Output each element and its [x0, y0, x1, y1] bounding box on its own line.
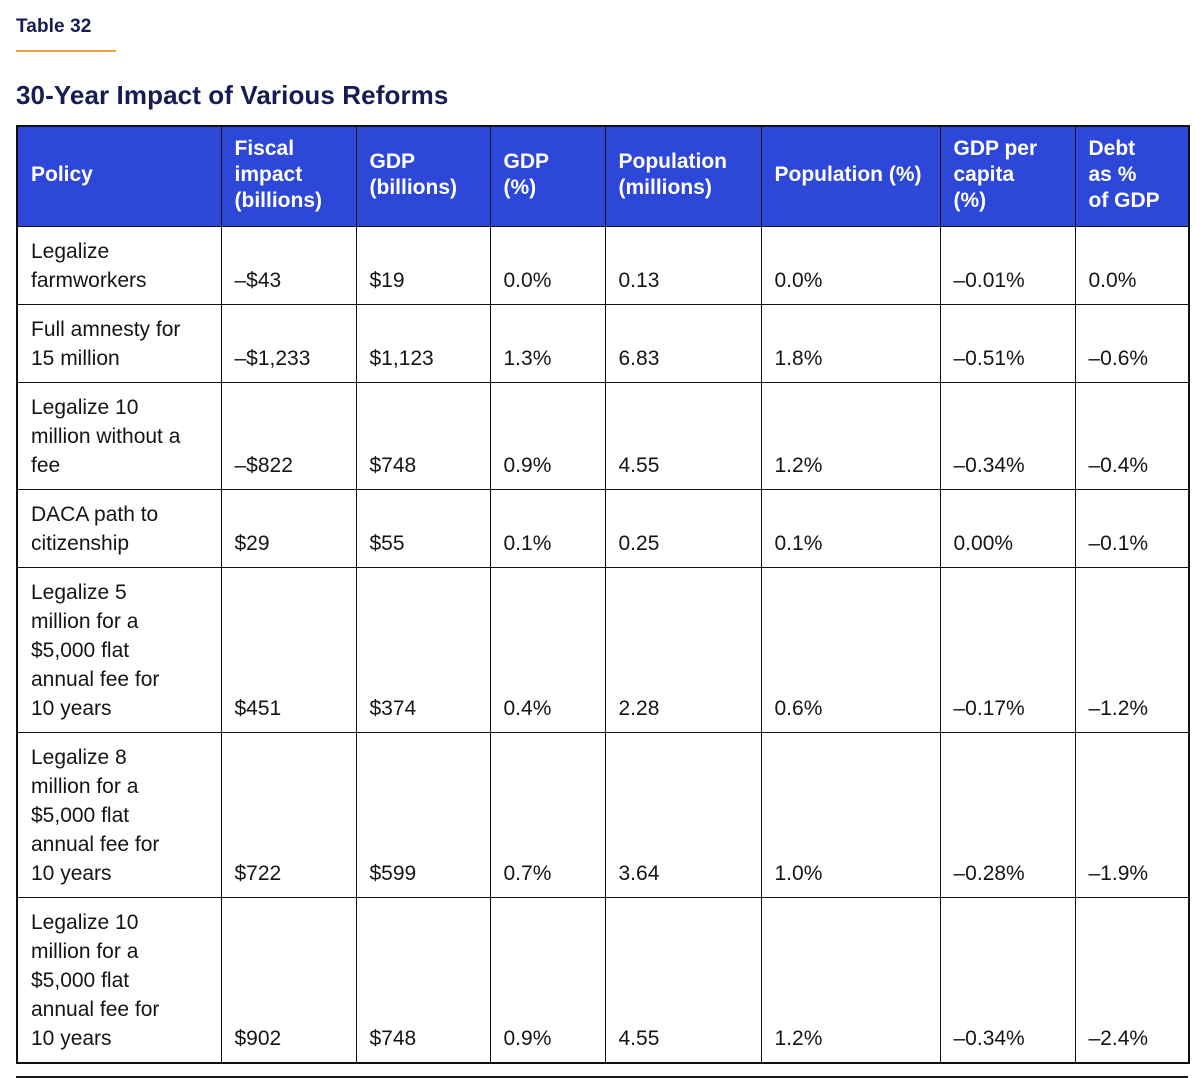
cell-population-percent: 0.1% [760, 488, 941, 568]
cell-population-percent: 1.0% [760, 731, 941, 898]
cell-gdp-per-capita: –0.34% [939, 896, 1076, 1063]
cell-policy: DACA path to citizenship [16, 488, 222, 568]
column-header-debt-percent-gdp: Debt as % of GDP [1074, 125, 1190, 227]
cell-debt-percent-gdp: –0.6% [1074, 303, 1190, 383]
cell-population-millions: 3.64 [604, 731, 762, 898]
bottom-rule [16, 1075, 1188, 1078]
table-number-label: Table 32 [16, 16, 92, 37]
cell-population-percent: 0.6% [760, 566, 941, 733]
cell-gdp-billions: $1,123 [355, 303, 491, 383]
cell-gdp-billions: $748 [355, 896, 491, 1063]
cell-gdp-percent: 0.0% [489, 225, 606, 305]
cell-gdp-per-capita: 0.00% [939, 488, 1076, 568]
cell-gdp-per-capita: –0.51% [939, 303, 1076, 383]
cell-gdp-per-capita: –0.01% [939, 225, 1076, 305]
cell-fiscal-impact: –$43 [220, 225, 357, 305]
cell-debt-percent-gdp: –0.1% [1074, 488, 1190, 568]
cell-population-percent: 0.0% [760, 225, 941, 305]
cell-policy: Legalize 8 million for a $5,000 flat ann… [16, 731, 222, 898]
cell-gdp-percent: 0.9% [489, 896, 606, 1063]
cell-gdp-per-capita: –0.17% [939, 566, 1076, 733]
cell-population-millions: 6.83 [604, 303, 762, 383]
accent-rule [16, 50, 116, 52]
cell-gdp-per-capita: –0.28% [939, 731, 1076, 898]
cell-population-millions: 0.13 [604, 225, 762, 305]
cell-population-percent: 1.8% [760, 303, 941, 383]
cell-gdp-percent: 0.4% [489, 566, 606, 733]
cell-population-percent: 1.2% [760, 381, 941, 490]
cell-fiscal-impact: $451 [220, 566, 357, 733]
table-row: Legalize 10 million without a fee –$822 … [16, 381, 1190, 490]
table-row: Legalize 10 million for a $5,000 flat an… [16, 896, 1190, 1063]
column-header-gdp-billions: GDP (billions) [355, 125, 491, 227]
cell-gdp-percent: 0.1% [489, 488, 606, 568]
cell-gdp-percent: 0.7% [489, 731, 606, 898]
table-title: 30-Year Impact of Various Reforms [16, 80, 449, 110]
cell-debt-percent-gdp: –2.4% [1074, 896, 1190, 1063]
cell-population-millions: 4.55 [604, 896, 762, 1063]
cell-fiscal-impact: $29 [220, 488, 357, 568]
cell-policy: Legalize farmworkers [16, 225, 222, 305]
column-header-population-percent: Population (%) [760, 125, 941, 227]
column-header-gdp-per-capita: GDP per capita (%) [939, 125, 1076, 227]
cell-policy: Legalize 10 million for a $5,000 flat an… [16, 896, 222, 1063]
cell-gdp-percent: 0.9% [489, 381, 606, 490]
column-header-gdp-percent: GDP (%) [489, 125, 606, 227]
cell-gdp-percent: 1.3% [489, 303, 606, 383]
column-header-population-millions: Population (millions) [604, 125, 762, 227]
cell-fiscal-impact: $722 [220, 731, 357, 898]
table-row: DACA path to citizenship $29 $55 0.1% 0.… [16, 488, 1190, 568]
table-row: Legalize farmworkers –$43 $19 0.0% 0.13 … [16, 225, 1190, 305]
cell-gdp-billions: $374 [355, 566, 491, 733]
cell-population-millions: 0.25 [604, 488, 762, 568]
table-row: Legalize 5 million for a $5,000 flat ann… [16, 566, 1190, 733]
cell-debt-percent-gdp: –1.9% [1074, 731, 1190, 898]
cell-fiscal-impact: $902 [220, 896, 357, 1063]
column-header-policy: Policy [16, 125, 222, 227]
cell-debt-percent-gdp: –0.4% [1074, 381, 1190, 490]
cell-gdp-per-capita: –0.34% [939, 381, 1076, 490]
cell-gdp-billions: $19 [355, 225, 491, 305]
cell-gdp-billions: $599 [355, 731, 491, 898]
table-row: Full amnesty for 15 million –$1,233 $1,1… [16, 303, 1190, 383]
column-header-fiscal-impact: Fiscal impact (billions) [220, 125, 357, 227]
impact-table: Policy Fiscal impact (billions) GDP (bil… [16, 125, 1190, 1064]
cell-fiscal-impact: –$1,233 [220, 303, 357, 383]
table-row: Legalize 8 million for a $5,000 flat ann… [16, 731, 1190, 898]
cell-policy: Full amnesty for 15 million [16, 303, 222, 383]
cell-fiscal-impact: –$822 [220, 381, 357, 490]
cell-population-percent: 1.2% [760, 896, 941, 1063]
cell-population-millions: 2.28 [604, 566, 762, 733]
cell-gdp-billions: $748 [355, 381, 491, 490]
cell-debt-percent-gdp: –1.2% [1074, 566, 1190, 733]
cell-policy: Legalize 10 million without a fee [16, 381, 222, 490]
cell-gdp-billions: $55 [355, 488, 491, 568]
cell-population-millions: 4.55 [604, 381, 762, 490]
cell-debt-percent-gdp: 0.0% [1074, 225, 1190, 305]
header-row: Policy Fiscal impact (billions) GDP (bil… [16, 125, 1190, 227]
cell-policy: Legalize 5 million for a $5,000 flat ann… [16, 566, 222, 733]
